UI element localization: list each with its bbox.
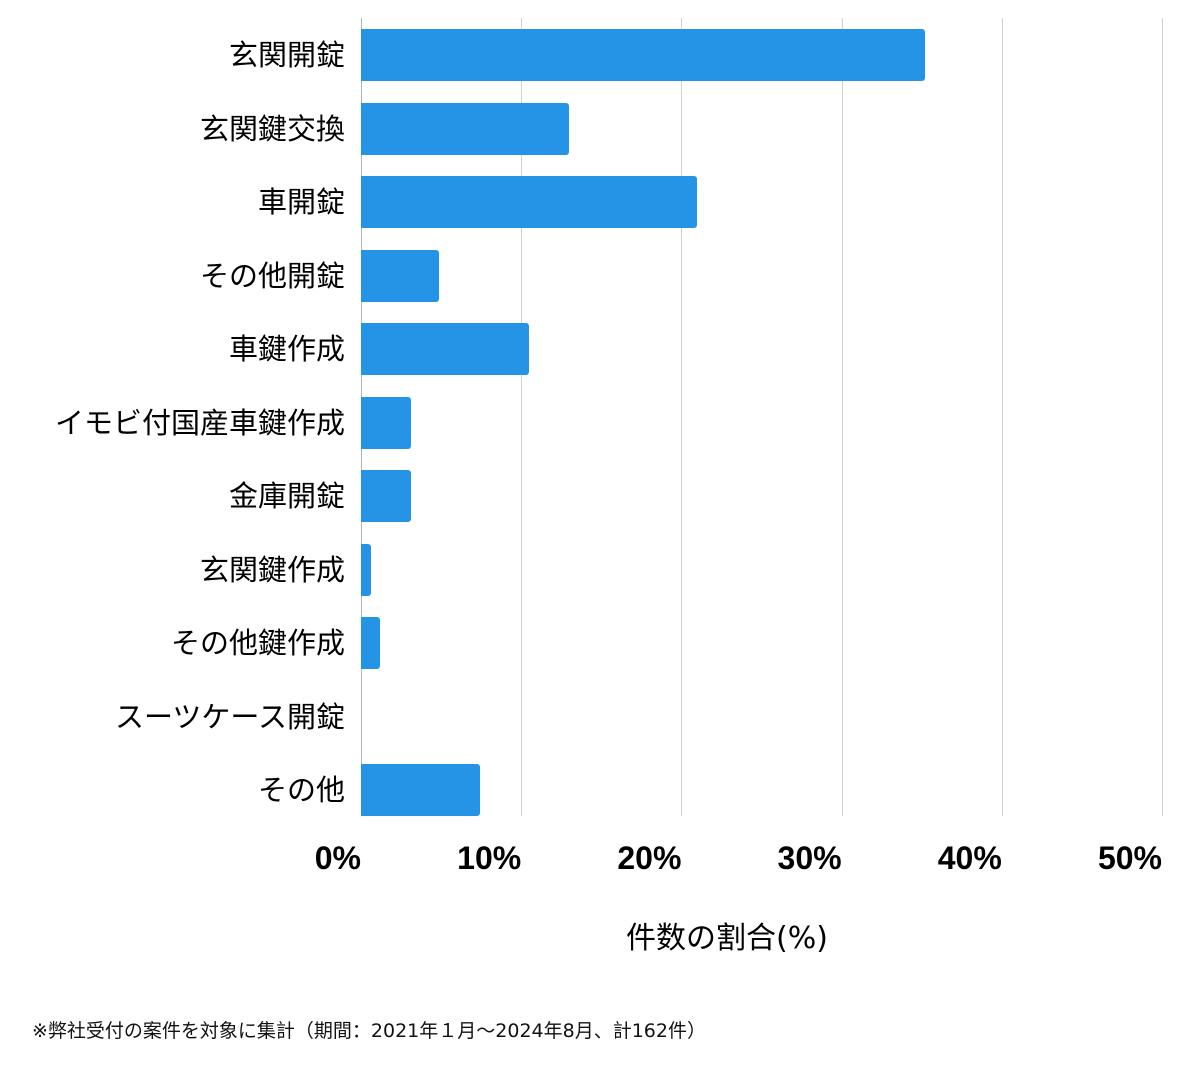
bar <box>361 470 411 522</box>
x-tick-label: 0% <box>314 840 361 876</box>
gridline <box>1162 18 1163 816</box>
bar <box>361 764 480 816</box>
category-label: その他 <box>257 773 345 807</box>
category-label: その他鍵作成 <box>170 626 345 660</box>
gridline <box>681 18 683 816</box>
gridline <box>521 18 523 816</box>
category-label: 玄関鍵作成 <box>199 552 345 587</box>
category-label: スーツケース開錠 <box>115 699 345 734</box>
bar <box>361 176 698 228</box>
category-label: 玄関開錠 <box>228 38 345 72</box>
bar <box>361 543 371 596</box>
x-tick-label: 20% <box>617 840 682 876</box>
gridline <box>1001 18 1003 816</box>
bar <box>361 29 925 81</box>
bar <box>361 102 570 155</box>
category-label: 車開錠 <box>257 185 345 219</box>
bar <box>361 323 530 375</box>
x-tick-label: 40% <box>937 840 1002 876</box>
bar <box>361 396 411 449</box>
category-label: 玄関鍵交換 <box>199 111 345 146</box>
x-tick-label: 30% <box>777 840 842 876</box>
category-label: 金庫開錠 <box>228 479 345 513</box>
bar <box>361 617 381 669</box>
x-tick-label: 50% <box>1097 840 1162 876</box>
gridline <box>841 18 843 816</box>
category-label: その他開錠 <box>199 258 345 293</box>
plot-area <box>361 18 1181 816</box>
x-axis-title: 件数の割合(%) <box>626 921 828 956</box>
x-tick-label: 10% <box>457 840 522 876</box>
category-label: イモビ付国産車鍵作成 <box>54 405 345 440</box>
footnote: ※弊社受付の案件を対象に集計（期間：2021年１月～2024年8月、計162件） <box>32 1020 706 1042</box>
category-label: 車鍵作成 <box>228 332 345 366</box>
bar <box>361 249 440 302</box>
